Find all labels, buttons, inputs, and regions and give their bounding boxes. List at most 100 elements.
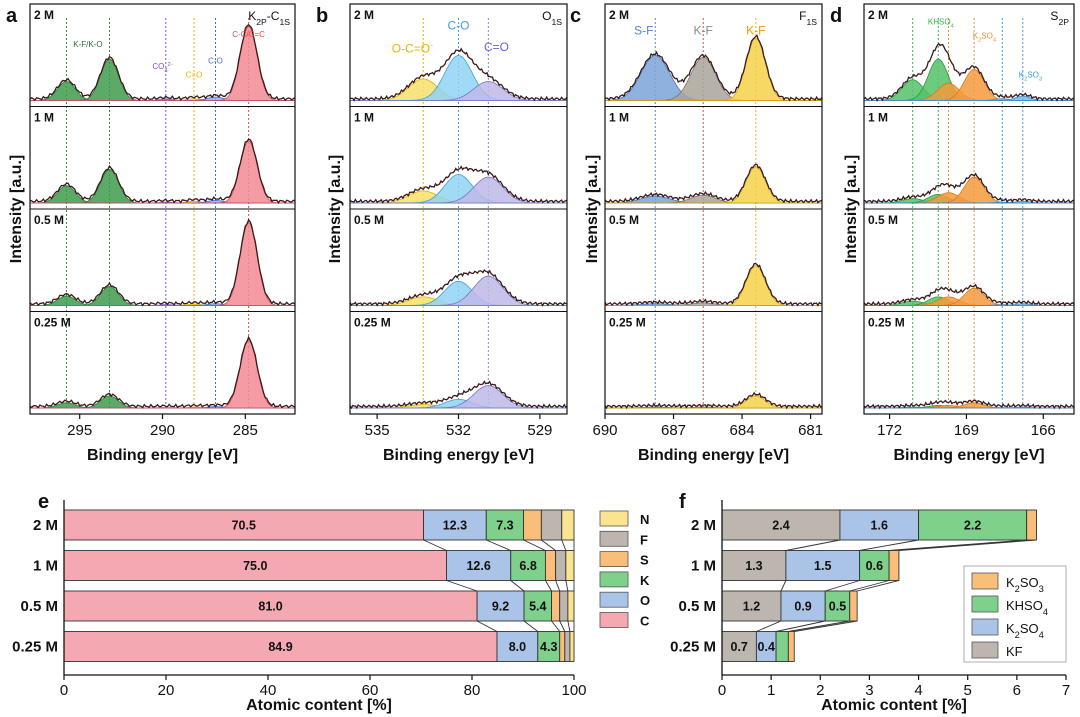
- category-label: 0.25 M: [670, 639, 716, 656]
- peak-label: C-C/C=C: [232, 30, 265, 39]
- element-label: F1S: [799, 9, 817, 27]
- x-tick-label: 290: [150, 422, 175, 439]
- bar-segment: [569, 631, 575, 662]
- peak-component: [864, 200, 1074, 204]
- peak-label-part: 2: [1024, 76, 1027, 82]
- envelope-line: [29, 218, 296, 307]
- connector-line: [788, 620, 850, 632]
- x-tick-label: 172: [877, 422, 902, 439]
- envelope-line: [863, 399, 1075, 410]
- bar-segment: [567, 590, 575, 622]
- connector-line: [559, 620, 566, 632]
- bar-segment: [540, 509, 563, 541]
- x-tick-label: 80: [464, 682, 481, 699]
- data-label: 2.2: [964, 519, 981, 533]
- connector-line: [849, 580, 890, 592]
- peak-label-part: K: [973, 32, 979, 41]
- row-label: 0.5 M: [354, 213, 384, 227]
- connector-line: [825, 580, 860, 592]
- envelope-line: [863, 172, 1075, 205]
- data-label: 0.9: [794, 600, 811, 614]
- peak-label-part: C=O: [186, 70, 203, 79]
- peak-label-part: 3: [1039, 76, 1042, 82]
- peak-label-part: O-C=O: [392, 42, 430, 56]
- envelope-line: [863, 283, 1075, 307]
- category-label: 1 M: [691, 558, 716, 575]
- bar-segment: [561, 509, 575, 541]
- element-label-part: S: [1050, 9, 1058, 23]
- element-label-part: 2P: [1058, 17, 1069, 27]
- x-tick-label: 4: [914, 682, 922, 699]
- category-label: 2 M: [33, 517, 58, 534]
- element-label-part: 2P: [256, 17, 267, 27]
- x-tick-label: 295: [67, 422, 92, 439]
- connector-line: [510, 580, 525, 592]
- connector-line: [486, 539, 511, 551]
- bar-segment: [544, 550, 557, 581]
- peak-label-part: C-O: [448, 19, 470, 33]
- peak-label: C-O: [448, 19, 470, 33]
- legend-label-part: SO: [1020, 575, 1039, 590]
- legend-label-part: 4: [1043, 607, 1048, 617]
- x-tick-label: 3: [865, 682, 873, 699]
- x-axis-label: Atomic content [%]: [821, 697, 967, 714]
- bar-segment: [559, 590, 569, 622]
- peak-label: K-F: [746, 24, 765, 38]
- legend-label-part: 4: [1039, 630, 1044, 640]
- legend-label-part: N: [640, 512, 649, 527]
- element-label-part: O: [542, 9, 551, 23]
- legend-label: O: [640, 593, 650, 608]
- row-label: 1 M: [609, 111, 629, 125]
- plot-frame: [604, 3, 823, 415]
- peak-label-part: K-F: [694, 24, 713, 38]
- legend-label-part: 2: [1015, 630, 1020, 640]
- peak-label-part: SO: [1027, 70, 1039, 79]
- bar-segment: [787, 631, 795, 662]
- data-label: 12.3: [443, 519, 467, 533]
- data-label: 2.4: [772, 519, 789, 533]
- peak-component: [864, 95, 1074, 101]
- data-label: 5.4: [529, 600, 546, 614]
- legend-swatch: [599, 510, 629, 527]
- y-axis-label: Intensity [a.u.]: [584, 155, 601, 263]
- envelope-line: [349, 165, 568, 204]
- category-label: 0.25 M: [12, 639, 58, 656]
- peak-label-part: C-C/C=C: [232, 30, 265, 39]
- x-axis-label: Binding energy [eV]: [87, 447, 238, 464]
- y-axis-label: Intensity [a.u.]: [843, 155, 860, 263]
- peak-label: K2SO3: [1019, 70, 1042, 82]
- legend-swatch: [599, 612, 629, 628]
- element-label: S2P: [1050, 9, 1069, 27]
- legend-label-part: KHSO: [1006, 598, 1043, 613]
- envelope-line: [604, 391, 823, 410]
- x-tick-label: 0: [718, 682, 726, 699]
- row-label: 2 M: [354, 8, 374, 22]
- panel-letter: f: [679, 491, 686, 513]
- envelope-line: [29, 138, 296, 205]
- peak-component: [605, 166, 822, 204]
- data-label: 0.6: [866, 559, 883, 573]
- legend-swatch: [599, 530, 629, 547]
- connector-line: [857, 580, 900, 592]
- row-label: 0.5 M: [34, 213, 64, 227]
- x-tick-label: 285: [233, 422, 258, 439]
- bar-segment: [1026, 509, 1037, 541]
- connector-line: [476, 620, 498, 632]
- envelope-line: [863, 42, 1075, 102]
- y-axis-label: Intensity [a.u.]: [327, 155, 344, 263]
- x-axis-label: Binding energy [eV]: [893, 447, 1044, 464]
- data-label: 84.9: [268, 640, 292, 654]
- bar-segment: [888, 550, 900, 581]
- x-tick-label: 529: [527, 422, 552, 439]
- legend-label: K2SO4: [1006, 621, 1044, 640]
- element-label-part: -C: [267, 9, 280, 23]
- bar-segment: [446, 550, 512, 581]
- legend-label-part: KF: [1006, 644, 1023, 659]
- peak-label: C=O: [484, 40, 509, 54]
- row-label: 0.25 M: [609, 316, 646, 330]
- peak-label: KHSO4: [928, 18, 955, 30]
- bar-segment: [559, 631, 566, 662]
- panel-letter: d: [830, 5, 842, 27]
- x-axis-label: Binding energy [eV]: [638, 447, 789, 464]
